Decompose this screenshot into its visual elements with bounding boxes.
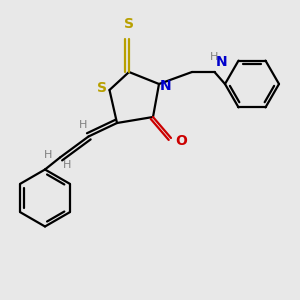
Text: H: H (79, 120, 87, 130)
Text: O: O (176, 134, 188, 148)
Text: H: H (63, 160, 71, 170)
Text: H: H (210, 52, 219, 61)
Text: S: S (97, 82, 107, 95)
Text: H: H (44, 149, 52, 160)
Text: N: N (160, 79, 171, 92)
Text: S: S (124, 17, 134, 32)
Text: N: N (216, 55, 228, 69)
